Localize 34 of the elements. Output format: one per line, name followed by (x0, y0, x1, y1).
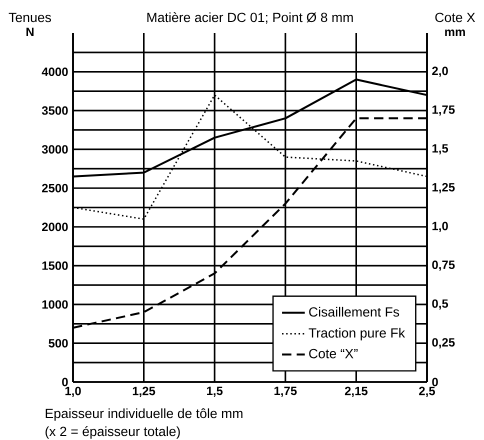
y2-tick-label: 0,5 (432, 299, 448, 310)
y2-tick-label: 0,75 (432, 260, 455, 271)
y2-tick-label: 1,5 (432, 144, 448, 154)
y2-tick-label: 0 (432, 378, 438, 386)
y2-tick-label: 1,75 (432, 105, 455, 116)
x-tick-label: 2,5 (419, 386, 436, 397)
x-tick-label: 1,0 (65, 386, 81, 397)
text: N (26, 28, 34, 36)
x-tick-label: 1,5 (207, 386, 223, 397)
y-tick-label: 1000 (42, 300, 68, 309)
legend-label: Cisaillement Fs (309, 306, 400, 317)
x-tick-label: 1,75 (274, 386, 297, 397)
x-tick-label: 1,25 (132, 386, 156, 397)
y2-axis-title: Cote X (435, 12, 476, 22)
y-tick-label: 2500 (42, 184, 68, 192)
y-tick-label: 3000 (42, 145, 68, 154)
x-axis-title: Epaisseur individuelle de tôle mm (46, 408, 242, 421)
text: mm (445, 30, 465, 36)
y-tick-label: 2000 (42, 222, 68, 232)
y-tick-label: 500 (48, 338, 68, 348)
legend-label: Traction pure Fk (308, 328, 406, 340)
y-tick-label: 3500 (42, 106, 68, 115)
y-axis-title: Tenues (8, 12, 52, 22)
y2-tick-label: 2,0 (432, 66, 448, 77)
y2-tick-label: 1,0 (432, 222, 448, 232)
y-tick-label: 4000 (42, 68, 68, 76)
chart-title: Matière acier DC 01; Point Ø 8 mm (147, 12, 353, 24)
text: (x 2 = épaisseur totale) (46, 426, 180, 439)
y2-tick-label: 1,25 (432, 182, 455, 194)
y2-tick-label: 0,25 (432, 338, 455, 348)
legend-label: Cote “X” (309, 348, 358, 358)
y-tick-label: 0 (62, 378, 68, 386)
x-tick-label: 2,15 (344, 386, 368, 397)
y-tick-label: 1500 (42, 261, 68, 270)
